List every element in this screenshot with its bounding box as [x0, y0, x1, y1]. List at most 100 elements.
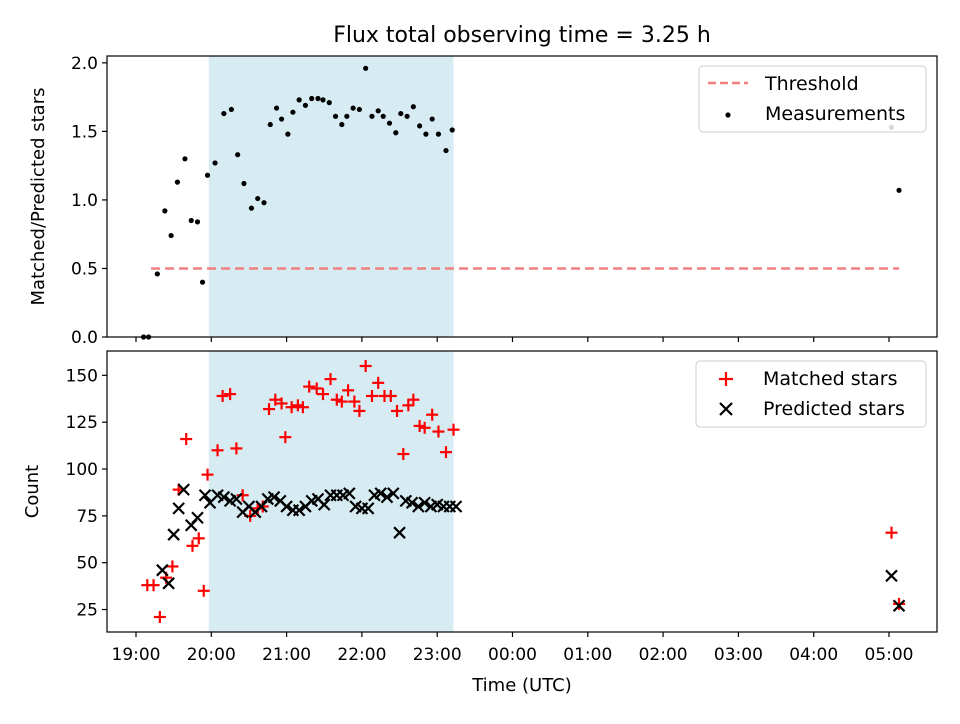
measurement-point [449, 127, 455, 133]
measurement-point [168, 232, 174, 239]
predicted-star-point [892, 599, 906, 613]
matched-star-point [384, 389, 397, 402]
measurement-point [248, 205, 255, 211]
xtick-label: 19:00 [112, 645, 161, 665]
bottom-ytick-label: 75 [76, 507, 98, 527]
matched-star-point [147, 579, 160, 592]
measurement-point [398, 110, 404, 117]
predicted-star-point [885, 569, 898, 583]
matched-star-point [418, 421, 431, 434]
matched-star-point [216, 389, 229, 402]
predicted-star-point [177, 483, 190, 496]
xtick-label: 05:00 [865, 645, 914, 665]
measurement-point [350, 105, 356, 111]
matched-star-point [263, 403, 276, 416]
legend-predicted-label: Predicted stars [763, 398, 905, 420]
xtick-label: 23:00 [413, 645, 462, 665]
xtick-label: 01:00 [563, 645, 612, 665]
measurement-point [309, 95, 315, 102]
predicted-star-point [156, 563, 169, 577]
predicted-star-point [280, 500, 293, 513]
measurement-point [228, 106, 234, 113]
legend-measurements-swatch [725, 112, 731, 118]
measurement-point [204, 172, 211, 178]
predicted-star-point [386, 487, 400, 500]
measurement-point [212, 160, 218, 166]
xtick-label: 03:00 [714, 645, 763, 665]
matched-star-point [407, 393, 420, 406]
measurement-point [344, 113, 350, 119]
measurement-point [261, 200, 267, 206]
xtick-label: 21:00 [262, 645, 311, 665]
matched-star-point [348, 395, 361, 408]
bottom-axes-frame [106, 350, 938, 633]
measurement-point [332, 113, 339, 119]
legend-matched-swatch [719, 372, 733, 386]
predicted-star-point [393, 526, 406, 539]
predicted-star-point [292, 503, 306, 517]
measurement-point [174, 179, 181, 185]
predicted-star-point [317, 498, 331, 511]
measurement-point [429, 116, 435, 122]
top-ytick-label: 2.0 [71, 54, 98, 74]
predicted-star-point [361, 502, 375, 515]
predicted-star-point [162, 577, 175, 590]
xtick-label: 20:00 [187, 645, 236, 665]
legend-matched-label: Matched stars [763, 368, 897, 390]
matched-star-point [201, 468, 214, 481]
measurement-point [235, 152, 241, 158]
xtick-label: 02:00 [639, 645, 688, 665]
matched-star-point [885, 526, 898, 539]
measurement-point [154, 271, 160, 277]
matched-star-point [153, 611, 166, 624]
top-y-axis-label: Matched/Predicted stars [28, 88, 49, 306]
bottom-legend-box [695, 360, 927, 428]
matched-star-point [166, 560, 179, 573]
bottom-ytick-label: 125 [66, 413, 98, 433]
matched-star-point [279, 431, 292, 444]
matched-star-point [335, 395, 348, 408]
measurement-point [320, 97, 326, 103]
measurement-point [423, 131, 429, 137]
bottom-y-axis-label: Count [22, 465, 43, 518]
measurement-point [380, 113, 386, 119]
legend-predicted-swatch [719, 402, 733, 416]
top-ytick-label: 1.5 [71, 122, 98, 142]
matched-star-point [224, 388, 237, 401]
measurement-point [194, 219, 201, 225]
bottom-panel: 25 50 75 100 125 150 19:00 20:00 21:00 22:00 23:0… [22, 350, 938, 696]
top-panel: 0.00.51.01.52.0 Matched/Predicted stars … [28, 54, 938, 348]
measurement-point [417, 123, 423, 129]
predicted-star-point [217, 490, 231, 504]
predicted-star-point [230, 492, 243, 506]
matched-star-point [893, 597, 906, 610]
measurement-point [285, 131, 291, 137]
predicted-star-point [343, 487, 356, 500]
bottom-ytick-label: 50 [76, 554, 98, 574]
predicted-star-point [449, 500, 463, 513]
bottom-shaded-interval [208, 351, 454, 632]
matched-star-point [186, 539, 199, 552]
matched-star-point [447, 423, 460, 436]
bottom-ytick-label: 25 [76, 601, 98, 621]
measurement-point [162, 208, 168, 214]
matched-star-point [426, 408, 439, 421]
predicted-star-point [267, 490, 281, 504]
predicted-star-point [405, 496, 419, 510]
measurement-point [188, 217, 194, 224]
top-legend: Threshold Measurements [698, 65, 927, 133]
measurement-point [386, 120, 393, 126]
matched-star-point [391, 404, 404, 417]
measurement-point [273, 105, 280, 111]
predicted-star-point [418, 496, 431, 510]
matched-star-point [197, 584, 210, 597]
top-ytick-label: 0.5 [71, 259, 98, 279]
top-shaded-interval [208, 56, 454, 337]
matched-star-point [439, 446, 452, 459]
measurement-point [326, 100, 332, 106]
xtick-label: 00:00 [488, 645, 537, 665]
matched-star-point [296, 401, 309, 414]
matched-star-point [397, 448, 410, 461]
